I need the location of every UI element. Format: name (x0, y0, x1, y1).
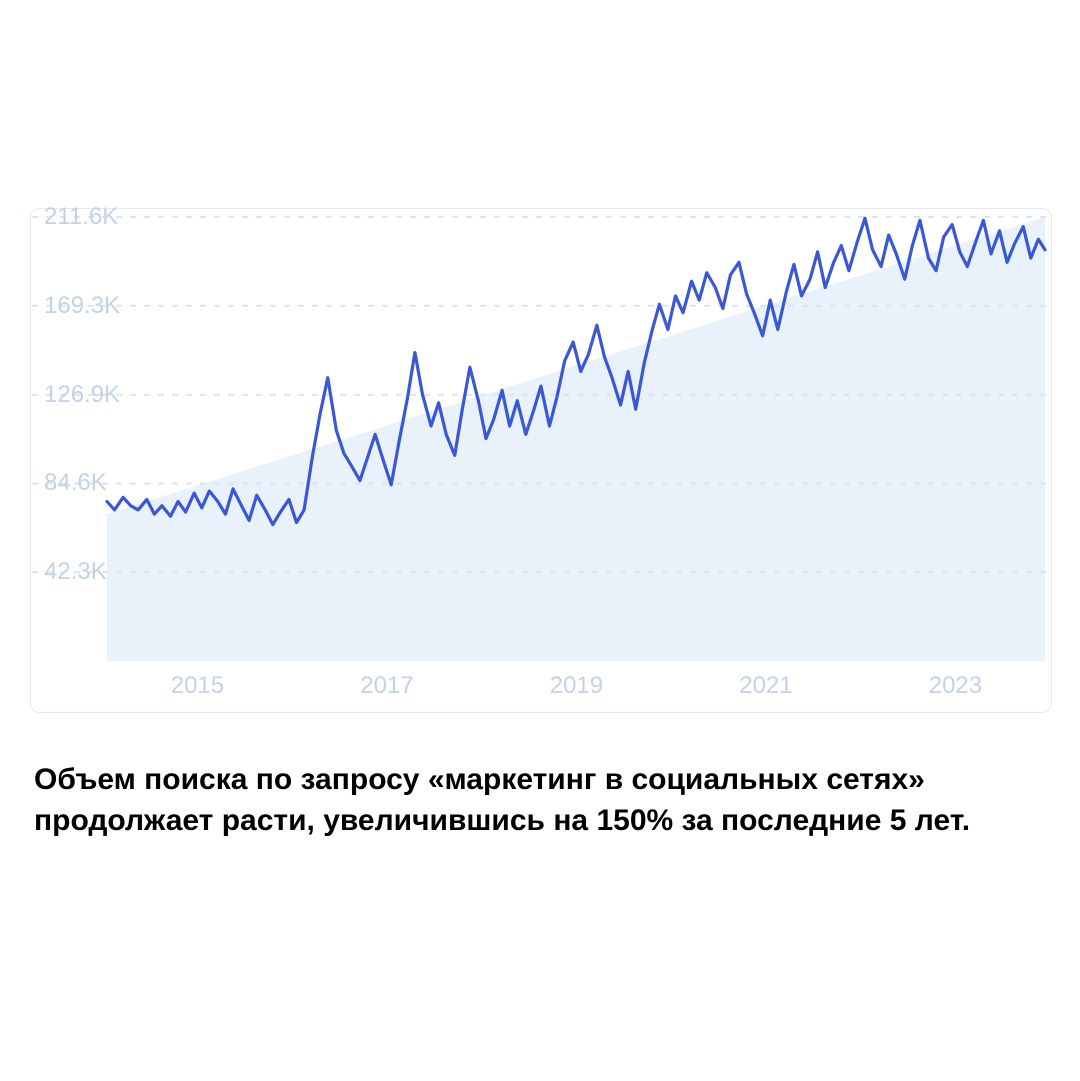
x-tick-label: 2015 (171, 672, 224, 700)
x-tick-label: 2023 (929, 672, 982, 700)
x-tick-label: 2021 (739, 672, 792, 700)
x-tick-label: 2019 (550, 672, 603, 700)
line-chart (1, 1, 1080, 1081)
y-tick-label: 211.6K (44, 203, 118, 231)
y-tick-label: 126.9K (44, 381, 120, 409)
chart-card (30, 208, 1052, 713)
y-tick-label: 169.3K (44, 292, 120, 320)
y-tick-label: 84.6K (44, 469, 107, 497)
page: 42.3K 84.6K 126.9K 169.3K 211.6K 2015 2017 201… (0, 0, 1080, 1080)
chart-caption: Объем поиска по запросу «маркетинг в соц… (34, 760, 1046, 841)
x-tick-label: 2017 (360, 672, 413, 700)
y-tick-label: 42.3K (44, 558, 107, 586)
